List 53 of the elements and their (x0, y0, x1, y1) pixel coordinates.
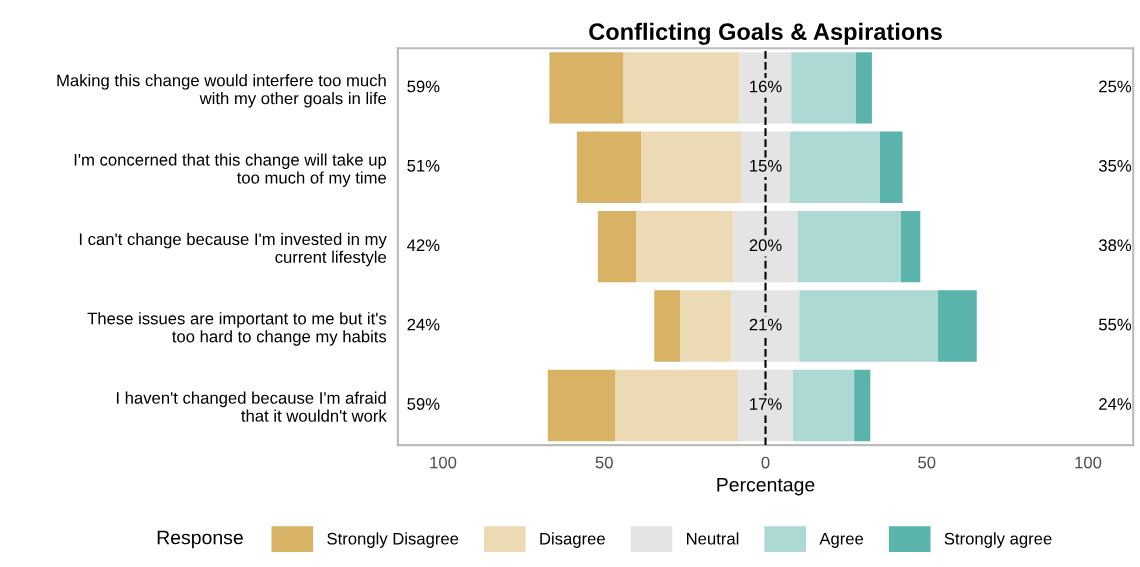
bar (900, 210, 921, 283)
data-label: 20% (749, 239, 782, 252)
bar (654, 290, 681, 362)
legend-label: Disagree (540, 532, 605, 548)
annotation: 59% (407, 80, 440, 93)
x-tick-label: 100 (430, 456, 457, 469)
bar (680, 290, 732, 362)
legend-label: Agree (819, 532, 864, 548)
annotation: 38% (1098, 239, 1132, 252)
data-label: 15% (750, 160, 782, 172)
annotation: 42% (407, 239, 440, 252)
annotation: 55% (1099, 318, 1132, 331)
x-axis-title: Percentage (717, 478, 815, 496)
annotation: 24% (407, 318, 440, 331)
bar (623, 52, 740, 124)
bar (880, 131, 903, 203)
bar (576, 131, 642, 203)
annotation: 35% (1098, 159, 1132, 172)
x-tick-label: 50 (918, 456, 936, 469)
annotation: 59% (407, 398, 440, 410)
y-tick-label: I can't change because I'm invested in my current lifestyle (79, 232, 387, 267)
legend-label: Strongly Disagree (327, 532, 459, 548)
bar (641, 131, 742, 203)
annotation: 24% (1099, 398, 1132, 410)
x-tick-label: 50 (595, 456, 613, 469)
bar (938, 290, 977, 362)
annotation: 25% (1099, 80, 1132, 93)
y-tick-label: These issues are important to me but it's too hard to change my habits (87, 312, 387, 346)
bar (854, 369, 871, 442)
y-tick-label: Making this change would interfere too much with my other goals in life (57, 74, 387, 108)
legend-label: Neutral (687, 532, 739, 545)
bar (791, 52, 856, 124)
chart-title: Conflicting Goals & Aspirations (589, 22, 942, 45)
legend-title: Response (157, 530, 243, 549)
data-label: 16% (750, 80, 782, 93)
bar (615, 369, 739, 442)
bar (549, 52, 624, 124)
bar (636, 210, 734, 283)
x-tick-label: 0 (761, 456, 770, 469)
bar (547, 369, 616, 442)
bar (797, 210, 901, 283)
x-tick-label: 100 (1075, 456, 1102, 469)
bar (792, 369, 855, 442)
y-tick-label: I'm concerned that this change will take up too much of my time (74, 153, 387, 187)
y-tick-label: I haven't changed because I'm afraid that it wouldn't work (116, 391, 387, 422)
bar (789, 131, 880, 203)
bar (597, 210, 637, 283)
data-label: 21% (749, 318, 782, 331)
bar (855, 52, 872, 124)
bar (799, 290, 939, 362)
annotation: 51% (407, 160, 440, 172)
data-label: 17% (750, 398, 782, 410)
legend-label: Strongly agree (944, 532, 1052, 548)
